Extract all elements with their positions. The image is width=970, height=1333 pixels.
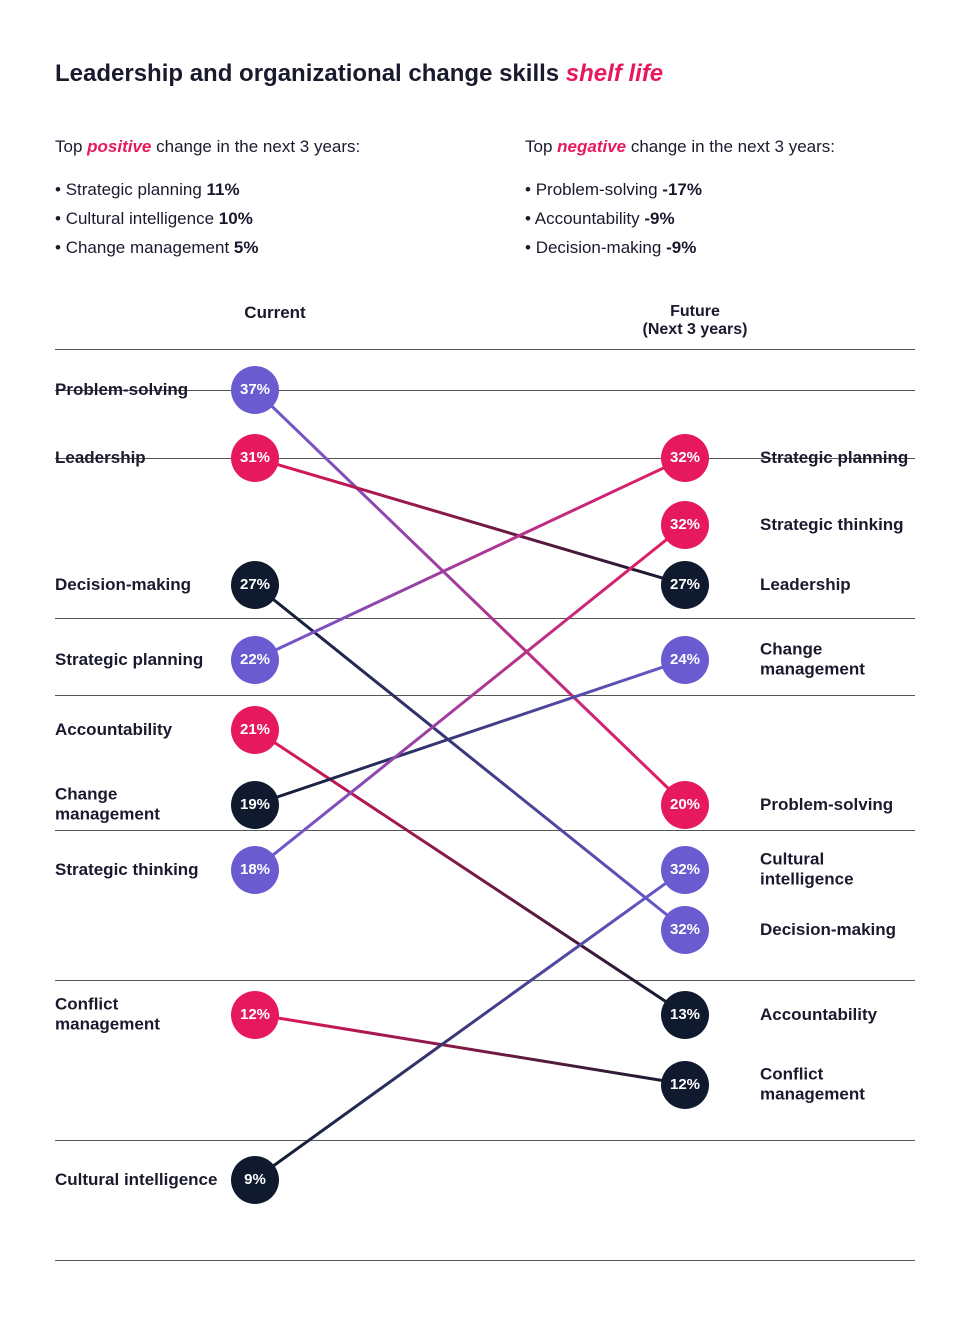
node-c_decision: 27% [231,561,279,609]
neg-lead-pre: Top [525,137,557,156]
label-c_change: Change management [55,784,220,825]
label-c_account: Accountability [55,719,220,739]
label-f_leader: Leadership [750,574,915,594]
neg-lead-word: negative [557,137,626,156]
summary-negative: Top negative change in the next 3 years:… [525,133,915,263]
node-f_cultural: 32% [661,846,709,894]
summary-item: Problem-solving -17% [525,176,915,205]
pos-lead-word: positive [87,137,151,156]
page-title: Leadership and organizational change ski… [55,60,915,88]
label-f_decision: Decision-making [750,919,915,939]
summary-item: Change management 5% [55,234,445,263]
node-c_leader: 31% [231,434,279,482]
label-c_cultural: Cultural intelligence [55,1169,220,1189]
node-c_stratthk: 18% [231,846,279,894]
summary-item: Strategic planning 11% [55,176,445,205]
node-f_problem: 20% [661,781,709,829]
header-future-l2: (Next 3 years) [643,321,748,338]
node-c_problem: 37% [231,366,279,414]
node-c_account: 21% [231,706,279,754]
title-main: Leadership and organizational change ski… [55,60,566,87]
slope-chart: Current Future (Next 3 years) 37% Problem… [55,303,915,1269]
neg-lead-post: change in the next 3 years: [626,137,835,156]
node-c_change: 19% [231,781,279,829]
label-f_stratthk: Strategic thinking [750,514,915,534]
link-c_problem-f_problem [255,390,685,805]
summary-item: Accountability -9% [525,205,915,234]
label-f_problem: Problem-solving [750,794,915,814]
label-f_cultural: Cultural intelligence [750,849,915,890]
node-f_decision: 32% [661,906,709,954]
pos-lead-post: change in the next 3 years: [151,137,360,156]
label-f_stratplan: Strategic planning [750,447,915,467]
title-accent: shelf life [566,60,663,87]
label-c_conflict: Conflict management [55,994,220,1035]
column-headers: Current Future (Next 3 years) [55,303,915,349]
label-c_decision: Decision-making [55,574,220,594]
pos-list: Strategic planning 11%Cultural intellige… [55,176,445,263]
link-c_decision-f_decision [255,584,685,929]
link-c_account-f_account [255,729,685,1014]
label-f_change: Change management [750,639,915,680]
link-c_stratplan-f_stratplan [255,457,685,659]
label-f_conflict: Conflict management [750,1064,915,1105]
neg-list: Problem-solving -17%Accountability -9%De… [525,176,915,263]
label-c_stratthk: Strategic thinking [55,859,220,879]
header-current: Current [230,303,320,339]
node-c_conflict: 12% [231,991,279,1039]
link-c_change-f_change [255,659,685,804]
slope-area: 37% Problem-solving 31% Leadership 27% Decisi… [55,349,915,1269]
node-f_leader: 27% [661,561,709,609]
link-c_leader-f_leader [255,457,685,584]
pos-lead-pre: Top [55,137,87,156]
summary-item: Decision-making -9% [525,234,915,263]
header-future-l1: Future [595,303,795,321]
summary-block: Top positive change in the next 3 years:… [55,133,915,263]
summary-item: Cultural intelligence 10% [55,205,445,234]
node-f_stratthk: 32% [661,501,709,549]
label-f_account: Accountability [750,1004,915,1024]
label-c_leader: Leadership [55,447,220,467]
node-f_account: 13% [661,991,709,1039]
node-f_stratplan: 32% [661,434,709,482]
node-c_cultural: 9% [231,1156,279,1204]
node-f_conflict: 12% [661,1061,709,1109]
node-c_stratplan: 22% [231,636,279,684]
link-c_stratthk-f_stratthk [255,524,685,869]
label-c_stratplan: Strategic planning [55,649,220,669]
label-c_problem: Problem-solving [55,379,220,399]
header-future: Future (Next 3 years) [650,303,915,339]
node-f_change: 24% [661,636,709,684]
summary-positive: Top positive change in the next 3 years:… [55,133,445,263]
